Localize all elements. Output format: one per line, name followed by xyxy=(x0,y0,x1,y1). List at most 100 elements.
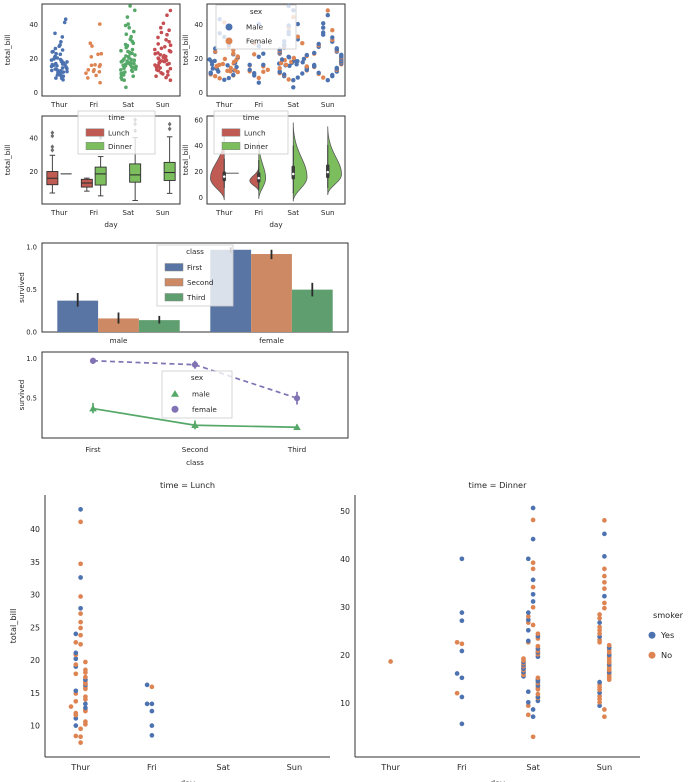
x-tick-label: Sat xyxy=(287,208,299,217)
x-tick-label: Fri xyxy=(147,762,157,772)
legend-time: time Lunch Dinner xyxy=(213,110,289,155)
x-tick-label: Sun xyxy=(287,762,303,772)
swarm-total-bill-by-day-sex-axes: 0 20 40 total_bill Thur Fri Sat Sun xyxy=(181,3,346,109)
bar-survived-by-sex-class: 0.0 0.5 1.0 survived male female class First Sec… xyxy=(17,242,349,345)
y-tick-label: 40 xyxy=(194,21,203,29)
x-tick-label: Third xyxy=(287,445,306,454)
x-tick-label: Thur xyxy=(380,762,400,772)
legend-title: class xyxy=(186,247,204,256)
x-tick-label: Fri xyxy=(457,762,467,772)
legend-item-label: Yes xyxy=(660,630,674,640)
legend-item-label: Lunch xyxy=(244,128,266,137)
x-tick-label: Sat xyxy=(287,100,299,109)
bar-Second-female xyxy=(251,254,292,332)
x-tick-label: Thur xyxy=(50,208,68,217)
legend-time: time Lunch Dinner xyxy=(77,110,156,155)
legend-sex: sex male female xyxy=(161,370,233,419)
x-tick-label: male xyxy=(110,336,128,345)
y-tick-label: 15 xyxy=(30,689,40,698)
x-tick-label: Sun xyxy=(597,762,613,772)
y-tick-label: 30 xyxy=(340,603,350,612)
x-tick-label: Second xyxy=(182,445,208,454)
outlier-marker xyxy=(50,133,55,139)
y-tick-label: 20 xyxy=(194,55,203,63)
x-tick-label: Sat xyxy=(122,100,134,109)
outlier-marker xyxy=(50,130,55,136)
catplot-dinner-axes: 10 20 30 40 50 Thur Fri Sat Sun day time = Dinner xyxy=(340,480,640,782)
legend-item-label: female xyxy=(192,405,217,414)
y-axis-label: total_bill xyxy=(181,35,190,66)
y-tick-label: 30 xyxy=(30,591,40,600)
x-tick-label: Fri xyxy=(89,208,98,217)
legend-class: class First Second Third xyxy=(156,244,234,307)
x-tick-label: Sun xyxy=(321,100,335,109)
y-tick-label: 0 xyxy=(34,89,38,97)
strip-total-bill-by-day-axes: 0 20 40 total_bill Thur Fri Sat Sun xyxy=(3,3,181,109)
legend-item-label: male xyxy=(192,389,210,398)
y-tick-label: 40 xyxy=(29,21,38,29)
swarm-total-bill-by-day-sex: 0 20 40 total_bill Thur Fri Sat Sun sex Male Femal… xyxy=(181,3,346,109)
x-tick-label: Thur xyxy=(215,100,233,109)
y-axis-label: survived xyxy=(17,272,26,303)
y-tick-label: 60 xyxy=(194,116,203,124)
box-total-bill-by-day-time-axes: 20 40 total_bill Thur Fri Sat Sun day xyxy=(3,115,181,229)
y-tick-label: 40 xyxy=(30,525,40,534)
x-tick-label: Sat xyxy=(216,762,230,772)
legend-sex: sex Male Female xyxy=(215,4,297,50)
x-tick-label: First xyxy=(85,445,100,454)
legend-item-label: Female xyxy=(246,37,273,46)
y-axis-label: total_bill xyxy=(8,609,18,644)
y-tick-label: 25 xyxy=(30,623,40,632)
y-tick-label: 40 xyxy=(29,134,38,142)
legend-item-label: Second xyxy=(187,278,213,287)
point-marker xyxy=(293,423,301,431)
x-axis-label: day xyxy=(269,220,283,229)
x-tick-label: Thur xyxy=(50,100,68,109)
box-total-bill-by-day-time: 20 40 total_bill Thur Fri Sat Sun day time Lunch D… xyxy=(3,110,181,229)
point-marker xyxy=(293,395,301,402)
point-survived-by-class-sex: 0.5 1.0 survived First Second Third class sex ma… xyxy=(17,351,349,467)
legend-item-label: No xyxy=(661,650,672,660)
y-tick-label: 20 xyxy=(340,651,350,660)
point-marker xyxy=(89,404,97,412)
legend-title: time xyxy=(108,113,125,122)
legend-title: sex xyxy=(250,7,263,16)
x-axis-label: day xyxy=(180,778,195,782)
x-axis-label: day xyxy=(490,778,505,782)
x-tick-label: Fri xyxy=(254,208,263,217)
point-marker xyxy=(191,421,199,429)
outlier-marker xyxy=(167,126,172,132)
y-tick-label: 20 xyxy=(194,168,203,176)
strip-total-bill-by-day: 0 20 40 total_bill Thur Fri Sat Sun xyxy=(3,3,181,109)
x-tick-label: Fri xyxy=(254,100,263,109)
x-tick-label: Sun xyxy=(156,208,170,217)
violin-total-bill-by-day-time: 0 20 40 60 total_bill Thur Fri Sat Sun day time Lun… xyxy=(181,110,346,229)
violin-total-bill-by-day-time-axes: 0 20 40 60 total_bill Thur Fri Sat Sun day xyxy=(181,115,346,229)
y-tick-label: 35 xyxy=(30,558,40,567)
outlier-marker xyxy=(50,144,55,150)
legend-smoker: smoker Yes No xyxy=(648,610,684,660)
legend-title: time xyxy=(243,113,260,122)
y-tick-label: 10 xyxy=(30,722,40,731)
y-axis-label: total_bill xyxy=(181,145,190,176)
legend-item-label: Male xyxy=(246,23,264,32)
x-tick-label: Sat xyxy=(122,208,134,217)
y-tick-label: 0 xyxy=(199,194,203,202)
x-tick-label: Thur xyxy=(215,208,233,217)
bar-Third-male xyxy=(138,320,180,332)
y-tick-label: 1.0 xyxy=(26,244,37,252)
point-marker xyxy=(89,357,97,364)
outlier-marker xyxy=(50,147,55,153)
x-axis-label: day xyxy=(104,220,118,229)
y-tick-label: 40 xyxy=(340,555,350,564)
legend-item-label: Dinner xyxy=(244,142,268,151)
y-tick-label: 10 xyxy=(340,699,350,708)
y-tick-label: 0.0 xyxy=(26,328,37,336)
x-tick-label: female xyxy=(259,336,284,345)
facet-title: time = Lunch xyxy=(160,480,215,490)
legend-item-label: Third xyxy=(186,293,205,302)
strip-total-bill-by-day-points xyxy=(49,4,173,90)
y-tick-label: 0 xyxy=(199,89,203,97)
